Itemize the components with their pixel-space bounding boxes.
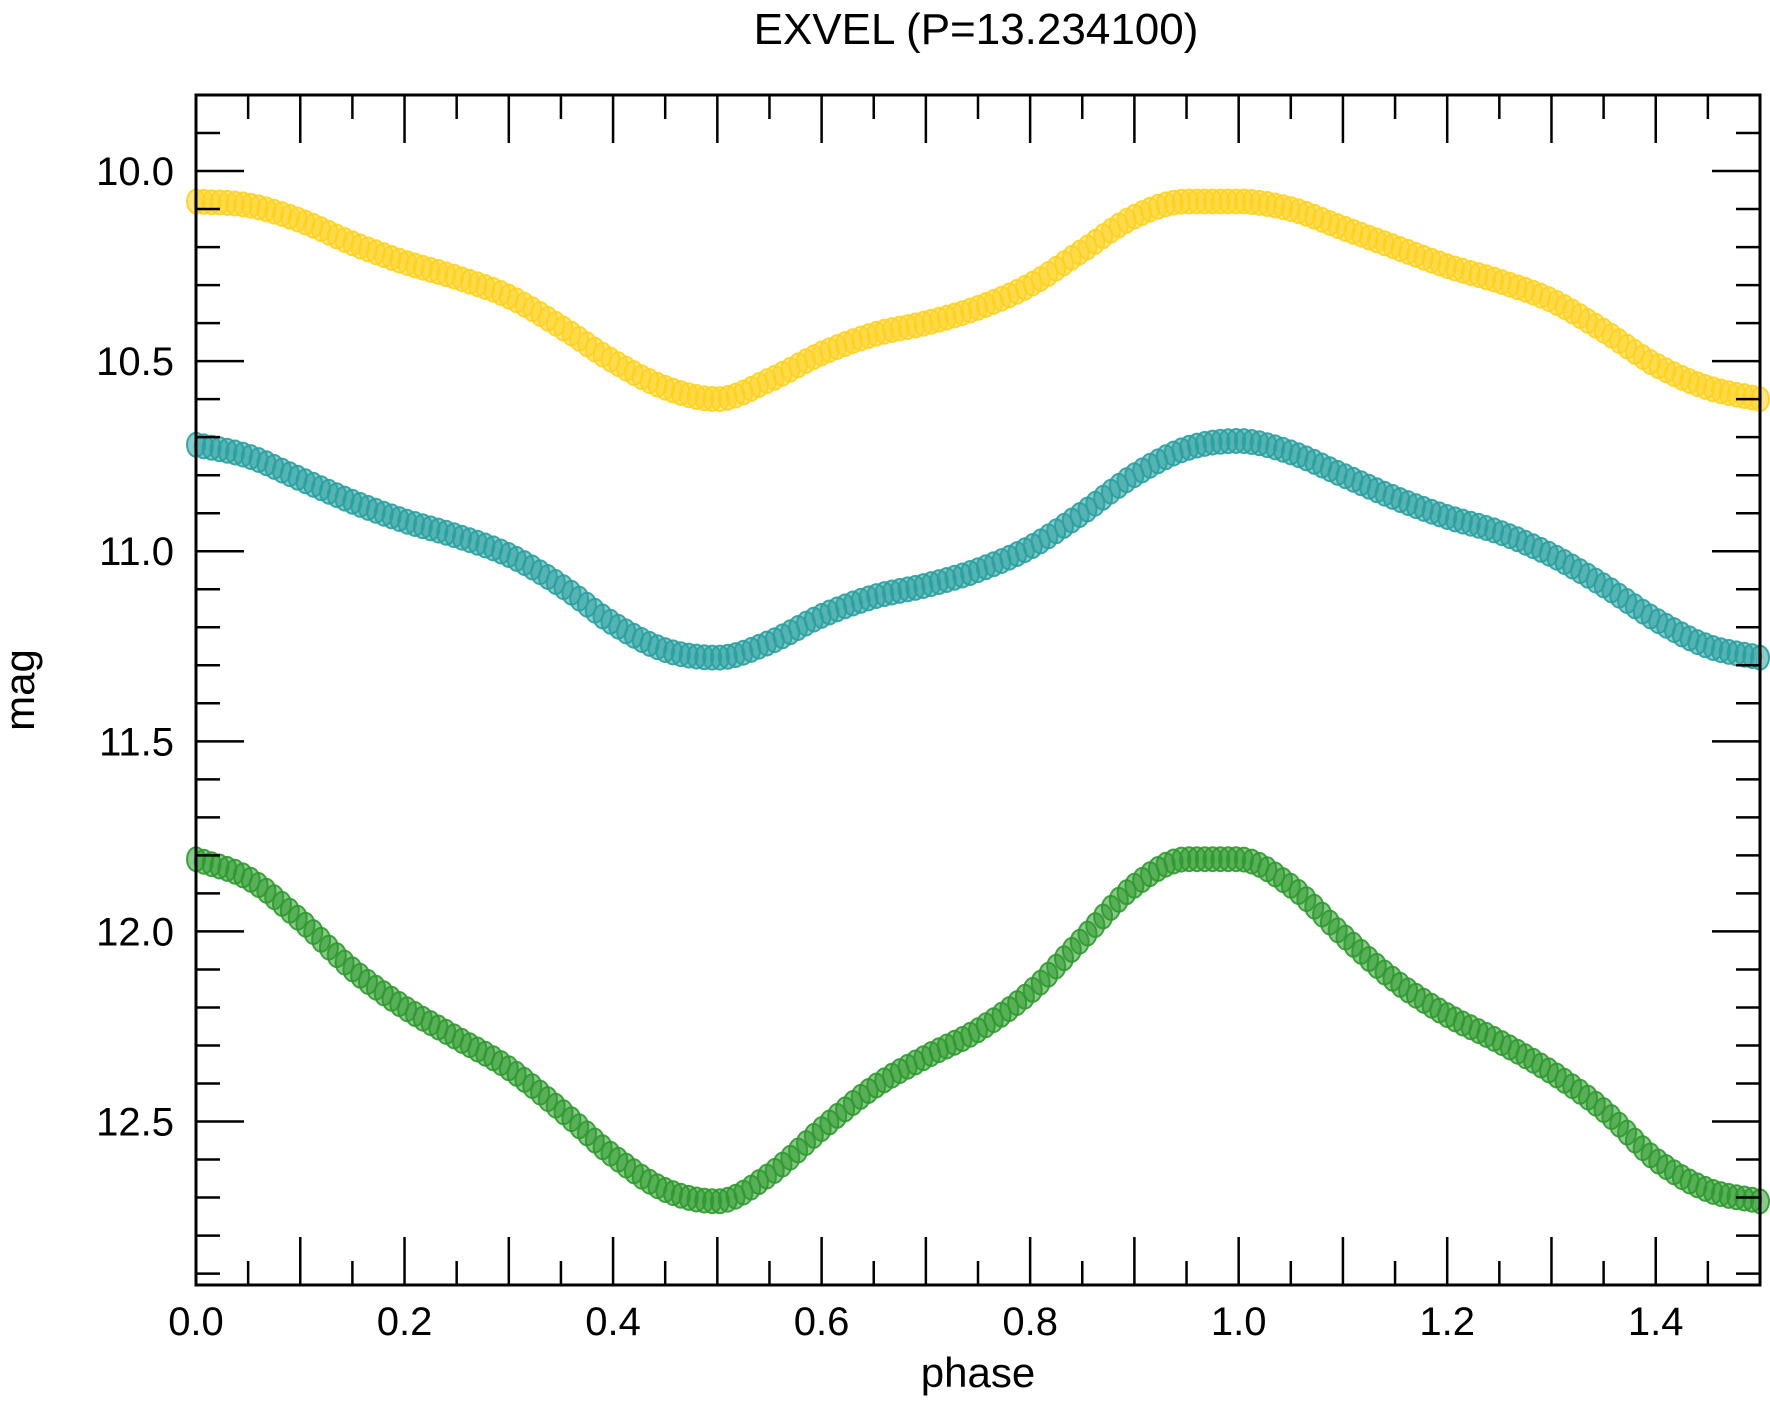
x-tick-label: 0.2 <box>377 1300 433 1344</box>
y-tick-label: 10.0 <box>96 150 174 194</box>
axis-layer: 0.0 0.2 0.4 0.6 0.8 1.0 1.2 1.4 10.0 10.5 11.0 11.5… <box>96 93 1762 1344</box>
chart-title: EXVEL (P=13.234100) <box>754 5 1199 54</box>
series-3 <box>186 846 1770 1215</box>
x-tick-label: 0.6 <box>794 1300 850 1344</box>
x-tick-label: 0.8 <box>1002 1300 1058 1344</box>
y-axis-label: mag <box>0 649 43 731</box>
x-tick-label: 0.4 <box>585 1300 641 1344</box>
y-tick-label: 12.5 <box>96 1101 174 1145</box>
y-tick-label: 10.5 <box>96 340 174 384</box>
x-tick-label: 1.4 <box>1628 1300 1684 1344</box>
y-tick-label: 11.5 <box>99 720 174 764</box>
series-2 <box>186 428 1770 671</box>
series-1 <box>186 188 1770 413</box>
x-tick-label: 0.0 <box>168 1300 224 1344</box>
x-tick-label: 1.0 <box>1211 1300 1267 1344</box>
y-tick-label: 12.0 <box>96 910 174 954</box>
plot-frame <box>194 93 1762 1287</box>
x-axis-label: phase <box>921 1349 1035 1396</box>
y-tick-label: 11.0 <box>99 530 174 574</box>
series-layer <box>186 188 1770 1215</box>
x-tick-label: 1.2 <box>1419 1300 1475 1344</box>
